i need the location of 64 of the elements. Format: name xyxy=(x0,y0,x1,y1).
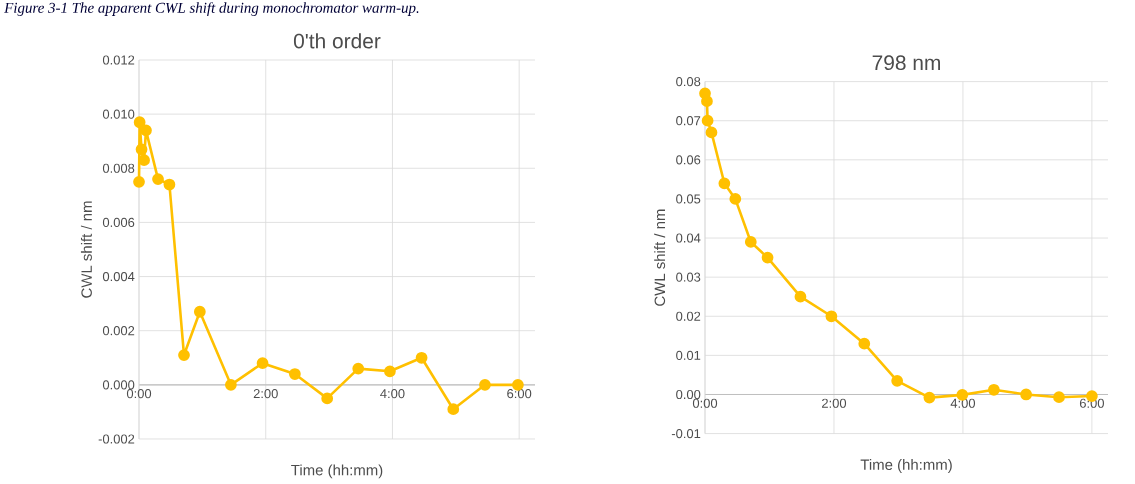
x-tick-label: 0:00 xyxy=(126,389,152,399)
point xyxy=(163,178,176,191)
y-tick-label: 0.01 xyxy=(676,350,701,360)
point xyxy=(133,116,146,129)
y-tick-label: 0.02 xyxy=(676,311,701,321)
point xyxy=(988,383,1000,396)
x-axis-title: Time (hh:mm) xyxy=(291,464,383,479)
point xyxy=(701,114,714,127)
point xyxy=(384,365,396,378)
chart-title: 798 nm xyxy=(872,55,940,71)
point xyxy=(178,349,190,361)
y-tick-label: 0.002 xyxy=(102,326,135,336)
x-tick-label: 0:00 xyxy=(692,398,718,408)
point xyxy=(825,310,838,323)
y-tick-label: 0.00 xyxy=(676,389,701,400)
y-tick-label: -0.01 xyxy=(671,429,701,439)
point xyxy=(256,357,269,370)
y-tick-label: 0.03 xyxy=(676,272,701,282)
y-tick-label: 0.004 xyxy=(102,271,135,282)
y-axis-title: CWL shift / nm xyxy=(654,209,666,306)
x-tick-label: 6:00 xyxy=(507,389,532,399)
y-tick-label: 0.04 xyxy=(676,233,701,243)
y-axis-title: CWL shift / nm xyxy=(80,201,92,298)
y-tick-label: 0.05 xyxy=(676,194,701,204)
point xyxy=(352,362,365,375)
point xyxy=(729,193,742,205)
point xyxy=(140,124,152,137)
y-tick-label: 0.010 xyxy=(102,109,135,119)
point xyxy=(479,378,491,391)
point xyxy=(923,391,936,404)
y-tick-label: 0.006 xyxy=(102,217,135,227)
point xyxy=(858,337,871,350)
point xyxy=(701,95,713,108)
x-tick-label: 4:00 xyxy=(950,398,976,408)
point xyxy=(133,175,145,188)
point xyxy=(1020,388,1032,401)
y-tick-label: 0.008 xyxy=(102,163,135,173)
point xyxy=(718,177,731,190)
x-axis-title: Time (hh:mm) xyxy=(860,459,952,473)
y-tick-label: 0.000 xyxy=(102,380,135,390)
y-tick-label: 0.07 xyxy=(676,116,701,126)
x-tick-label: 2:00 xyxy=(253,389,278,399)
point xyxy=(891,374,904,387)
x-tick-label: 4:00 xyxy=(380,389,405,399)
point xyxy=(225,378,237,391)
point xyxy=(744,236,757,248)
point xyxy=(135,143,148,156)
x-tick-label: 2:00 xyxy=(822,398,847,408)
point xyxy=(288,368,301,380)
chart-title: 0'th order xyxy=(293,33,381,49)
point xyxy=(447,403,460,416)
y-tick-label: 0.012 xyxy=(102,55,135,65)
point xyxy=(761,251,774,264)
point xyxy=(794,290,807,303)
y-tick-label: 0.08 xyxy=(676,77,701,87)
caption: Figure 3-1 The apparent CWL shift during monochromator warm-up. xyxy=(4,2,419,16)
point xyxy=(152,173,164,185)
point xyxy=(705,126,718,139)
point xyxy=(1053,391,1065,404)
y-tick-label: 0.06 xyxy=(676,155,701,165)
point xyxy=(321,392,334,405)
point xyxy=(193,305,206,318)
y-tick-label: -0.002 xyxy=(98,434,135,444)
point xyxy=(415,351,428,364)
